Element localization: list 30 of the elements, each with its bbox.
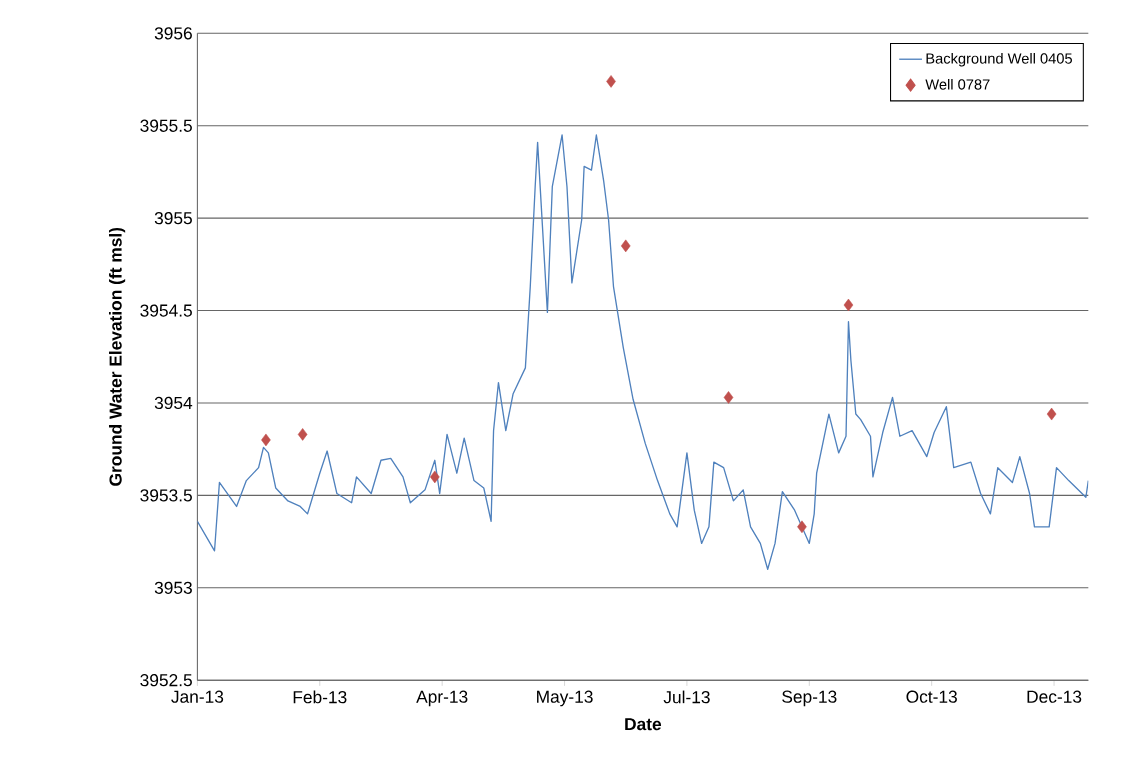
legend-label: Well 0787	[925, 78, 990, 90]
y-tick-label: 3953.5	[140, 489, 192, 502]
point	[843, 298, 854, 312]
y-tick-label: 3954.5	[140, 304, 192, 317]
point	[261, 433, 271, 447]
y-tick-label: 3955.5	[140, 119, 192, 132]
x-tick-label: May-13	[537, 690, 593, 707]
point	[1046, 407, 1057, 421]
point	[430, 470, 440, 484]
x-tick-label: Dec-13	[1027, 690, 1082, 703]
point	[297, 428, 308, 441]
legend-label: Background Well 0405	[926, 52, 1072, 67]
x-tick-label: Apr-13	[416, 690, 468, 707]
y-tick-label: 3952.5	[140, 674, 192, 687]
point	[606, 75, 616, 88]
x-tick-label: Oct-13	[906, 690, 957, 703]
point	[723, 391, 734, 404]
y-tick-label: 3955	[154, 212, 192, 225]
y-tick-label: 3956	[154, 27, 192, 40]
point	[797, 520, 807, 534]
x-axis-title: Date	[625, 718, 662, 731]
y-axis-title: Ground Water Elevation (ft msl)	[108, 227, 126, 486]
point	[620, 239, 631, 253]
x-tick-label: Feb-13	[293, 690, 347, 704]
x-tick-label: Jul-13	[663, 690, 710, 704]
x-tick-label: Jan-13	[171, 690, 224, 703]
y-tick-label: 3954	[154, 396, 193, 410]
y-tick-label: 3953	[154, 581, 192, 594]
x-tick-label: Sep-13	[782, 690, 837, 707]
line-series	[197, 134, 1089, 571]
